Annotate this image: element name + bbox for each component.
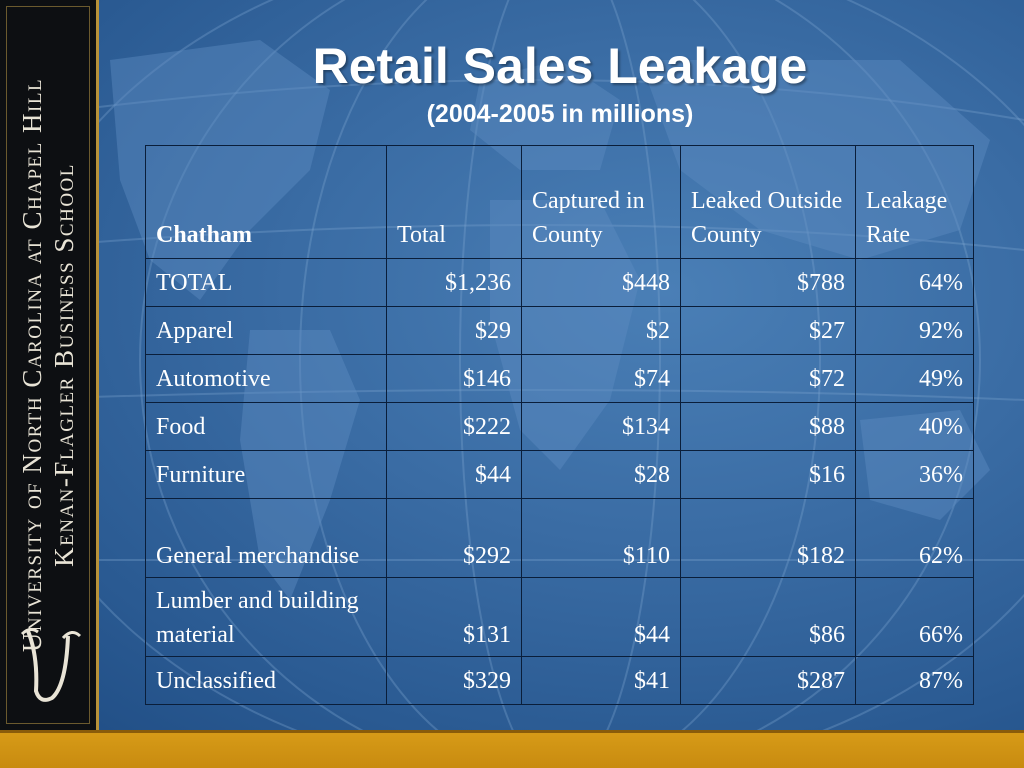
cell-rate: 87% bbox=[855, 656, 974, 705]
cell-captured: $74 bbox=[521, 354, 681, 403]
table-header-row: Chatham Total Captured in County Leaked … bbox=[145, 145, 974, 259]
table-row: Lumber and building material $131 $44 $86 66… bbox=[145, 577, 974, 657]
cell-total: $146 bbox=[386, 354, 522, 403]
sidebar-line-school: Kenan-Flagler Business School bbox=[49, 163, 79, 567]
header-chatham: Chatham bbox=[145, 145, 387, 259]
cell-leaked: $27 bbox=[680, 306, 856, 355]
cell-category: Lumber and building material bbox=[145, 577, 387, 657]
header-captured: Captured in County bbox=[521, 145, 681, 259]
cell-captured: $44 bbox=[521, 577, 681, 657]
cell-rate: 66% bbox=[855, 577, 974, 657]
cell-category: General merchandise bbox=[145, 498, 387, 578]
cell-leaked: $788 bbox=[680, 258, 856, 307]
cell-category: Food bbox=[145, 402, 387, 451]
cell-rate: 64% bbox=[855, 258, 974, 307]
cell-total: $1,236 bbox=[386, 258, 522, 307]
table-row: Unclassified $329 $41 $287 87% bbox=[145, 656, 974, 705]
sidebar-university-name: University of North Carolina at Chapel H… bbox=[16, 15, 80, 715]
sidebar-banner: University of North Carolina at Chapel H… bbox=[0, 0, 99, 730]
header-leaked: Leaked Outside County bbox=[680, 145, 856, 259]
cell-leaked: $287 bbox=[680, 656, 856, 705]
cell-category: TOTAL bbox=[145, 258, 387, 307]
table-row: Automotive $146 $74 $72 49% bbox=[145, 354, 974, 403]
table-row: Food $222 $134 $88 40% bbox=[145, 402, 974, 451]
cell-category: Automotive bbox=[145, 354, 387, 403]
cell-total: $44 bbox=[386, 450, 522, 499]
cell-captured: $134 bbox=[521, 402, 681, 451]
cell-total: $292 bbox=[386, 498, 522, 578]
table-row: General merchandise $292 $110 $182 62% bbox=[145, 498, 974, 578]
footer-bar bbox=[0, 730, 1024, 768]
cell-captured: $41 bbox=[521, 656, 681, 705]
sidebar-frame bbox=[6, 6, 90, 724]
cell-total: $329 bbox=[386, 656, 522, 705]
cell-leaked: $88 bbox=[680, 402, 856, 451]
footer-stripe bbox=[0, 730, 1024, 733]
cell-category: Apparel bbox=[145, 306, 387, 355]
cell-total: $131 bbox=[386, 577, 522, 657]
cell-category: Unclassified bbox=[145, 656, 387, 705]
cell-rate: 49% bbox=[855, 354, 974, 403]
header-total: Total bbox=[386, 145, 522, 259]
header-rate: Leakage Rate bbox=[855, 145, 974, 259]
cell-total: $29 bbox=[386, 306, 522, 355]
unc-monogram-icon bbox=[20, 627, 82, 702]
cell-category: Furniture bbox=[145, 450, 387, 499]
cell-total: $222 bbox=[386, 402, 522, 451]
sidebar-line-university: University of North Carolina at Chapel H… bbox=[17, 77, 47, 653]
cell-leaked: $72 bbox=[680, 354, 856, 403]
cell-rate: 62% bbox=[855, 498, 974, 578]
cell-rate: 92% bbox=[855, 306, 974, 355]
cell-leaked: $182 bbox=[680, 498, 856, 578]
table-row: Apparel $29 $2 $27 92% bbox=[145, 306, 974, 355]
cell-captured: $28 bbox=[521, 450, 681, 499]
cell-captured: $110 bbox=[521, 498, 681, 578]
table-row: Furniture $44 $28 $16 36% bbox=[145, 450, 974, 499]
leakage-table: Chatham Total Captured in County Leaked … bbox=[145, 145, 974, 705]
cell-leaked: $16 bbox=[680, 450, 856, 499]
cell-captured: $448 bbox=[521, 258, 681, 307]
cell-rate: 40% bbox=[855, 402, 974, 451]
cell-rate: 36% bbox=[855, 450, 974, 499]
slide-subtitle: (2004-2005 in millions) bbox=[426, 100, 694, 128]
cell-captured: $2 bbox=[521, 306, 681, 355]
slide-title: Retail Sales Leakage bbox=[312, 38, 808, 94]
cell-leaked: $86 bbox=[680, 577, 856, 657]
table-row: TOTAL $1,236 $448 $788 64% bbox=[145, 258, 974, 307]
